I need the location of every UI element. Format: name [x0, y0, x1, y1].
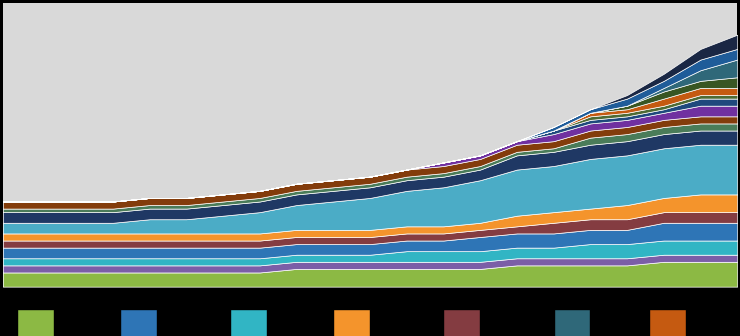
FancyBboxPatch shape: [121, 309, 157, 336]
FancyBboxPatch shape: [554, 309, 591, 336]
FancyBboxPatch shape: [333, 309, 370, 336]
FancyBboxPatch shape: [18, 309, 54, 336]
FancyBboxPatch shape: [649, 309, 686, 336]
FancyBboxPatch shape: [443, 309, 480, 336]
FancyBboxPatch shape: [230, 309, 267, 336]
